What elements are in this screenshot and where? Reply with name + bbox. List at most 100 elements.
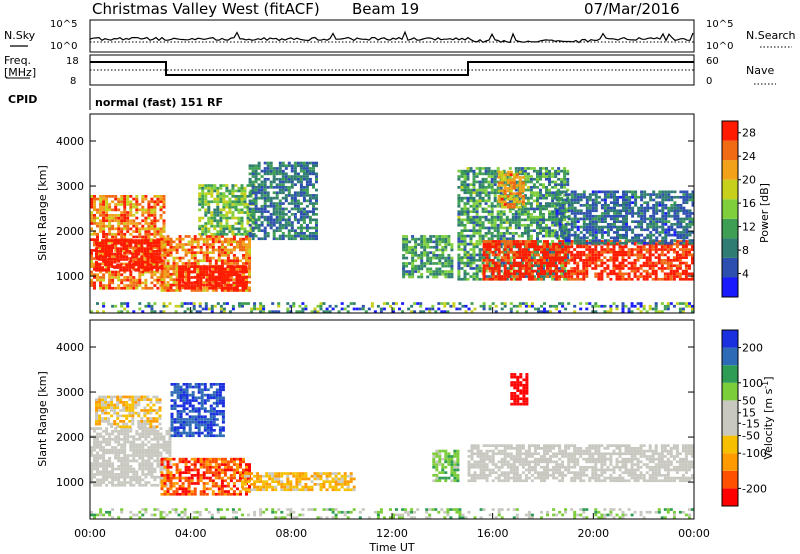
data-cell	[110, 252, 114, 256]
data-cell	[621, 261, 625, 265]
data-cell	[490, 234, 494, 238]
data-cell	[290, 167, 294, 170]
data-cell	[551, 272, 555, 276]
data-cell	[441, 235, 445, 238]
data-cell	[193, 262, 197, 265]
data-cell	[472, 169, 476, 173]
data-cell	[163, 264, 167, 268]
data-cell	[625, 206, 628, 210]
data-cell	[478, 267, 482, 270]
data-cell	[299, 191, 303, 195]
data-cell	[190, 289, 194, 292]
data-cell	[237, 186, 241, 190]
data-cell	[231, 205, 235, 209]
data-cell	[239, 240, 242, 244]
data-cell	[643, 236, 647, 240]
data-cell	[482, 264, 486, 268]
data-cell	[481, 167, 485, 170]
data-cell	[444, 272, 448, 276]
data-cell	[220, 284, 224, 287]
data-cell	[469, 199, 473, 203]
data-cell	[275, 169, 279, 173]
data-cell	[134, 263, 138, 267]
data-cell	[478, 242, 482, 246]
data-cell	[241, 281, 245, 285]
data-cell	[655, 225, 659, 229]
data-cell	[585, 231, 589, 234]
data-cell	[219, 211, 223, 214]
data-cell	[628, 206, 632, 210]
data-cell	[506, 189, 510, 193]
data-cell	[475, 267, 479, 270]
data-cell	[660, 250, 664, 254]
data-cell	[688, 248, 691, 251]
data-cell	[512, 203, 516, 206]
data-cell	[160, 264, 164, 268]
data-cell	[290, 180, 294, 184]
data-cell	[570, 233, 574, 237]
data-cell	[245, 256, 248, 260]
data-cell	[546, 269, 549, 273]
data-cell	[466, 261, 470, 265]
data-cell	[95, 252, 98, 256]
data-cell	[466, 215, 470, 219]
data-cell	[529, 191, 533, 195]
data-cell	[193, 265, 197, 268]
data-cell	[296, 204, 300, 208]
data-cell	[257, 226, 261, 230]
data-cell	[211, 276, 215, 279]
data-cell	[679, 233, 683, 237]
data-cell	[466, 264, 470, 268]
data-cell	[663, 267, 667, 270]
data-cell	[527, 267, 531, 270]
data-cell	[506, 173, 510, 177]
data-cell	[546, 264, 549, 268]
data-cell	[561, 269, 565, 273]
data-cell	[494, 248, 498, 251]
data-cell	[152, 258, 156, 261]
data-cell	[457, 269, 461, 273]
data-cell	[675, 259, 679, 262]
data-cell	[678, 267, 682, 270]
data-cell	[579, 212, 583, 215]
data-cell	[515, 205, 519, 209]
data-cell	[114, 219, 118, 223]
data-cell	[290, 229, 294, 232]
data-cell	[223, 270, 227, 274]
data-cell	[129, 232, 133, 236]
data-cell	[184, 265, 188, 268]
data-cell	[90, 262, 93, 266]
data-cell	[99, 205, 103, 209]
data-cell	[561, 248, 565, 251]
data-cell	[506, 269, 510, 273]
data-cell	[621, 256, 625, 259]
data-cell	[223, 281, 227, 285]
data-cell	[232, 259, 236, 263]
data-cell	[147, 222, 151, 225]
data-cell	[658, 209, 662, 213]
data-cell	[150, 276, 154, 279]
data-cell	[600, 204, 604, 207]
data-cell	[426, 259, 430, 263]
data-cell	[444, 256, 448, 260]
data-cell	[299, 161, 303, 165]
data-cell	[144, 230, 148, 233]
data-cell	[618, 264, 622, 268]
data-cell	[463, 175, 467, 178]
data-cell	[643, 228, 647, 232]
data-cell	[514, 215, 518, 219]
data-cell	[441, 270, 445, 273]
data-cell	[560, 272, 564, 276]
data-cell	[216, 203, 220, 206]
data-cell	[257, 172, 261, 176]
data-cell	[564, 223, 568, 226]
data-cell	[93, 214, 96, 217]
data-cell	[160, 289, 164, 292]
data-cell	[222, 227, 226, 231]
data-cell	[196, 262, 200, 265]
data-cell	[646, 241, 650, 245]
data-cell	[251, 202, 255, 205]
data-cell	[138, 235, 142, 239]
data-cell	[691, 245, 694, 249]
data-cell	[160, 286, 164, 290]
